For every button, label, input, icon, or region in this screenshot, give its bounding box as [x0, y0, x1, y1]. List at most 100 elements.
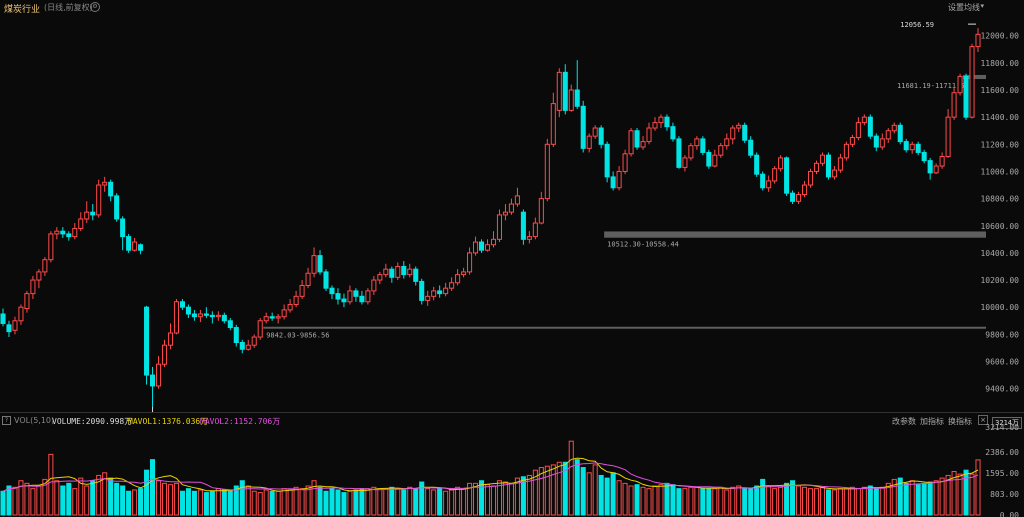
volume-bar-up [682, 488, 688, 516]
volume-bar-up [377, 488, 383, 516]
volume-bar-down [401, 489, 407, 516]
candle-up [293, 295, 299, 305]
y-axis-tick-label: 10200.00 [980, 276, 1019, 285]
candle-down [191, 313, 197, 318]
candle-up [843, 143, 849, 159]
volume-bar-up [640, 486, 646, 516]
volume-bar-down [634, 484, 640, 516]
volume-bar-up [532, 469, 538, 516]
candle-down [233, 327, 239, 343]
add-indicator-button[interactable]: 加指标 [920, 417, 944, 426]
settings-icon[interactable]: ⚙ [90, 2, 100, 12]
candle-up [586, 135, 592, 149]
candle-up [538, 198, 544, 224]
candle-down [790, 192, 796, 202]
volume-bar-up [879, 486, 885, 516]
candle-down [784, 157, 790, 194]
volume-bar-down [963, 469, 969, 516]
candle-down [437, 290, 443, 295]
volume-bar-down [562, 461, 568, 516]
volume-bar-down [120, 485, 126, 516]
volume-bar-up [365, 488, 371, 516]
candle-up [467, 252, 473, 273]
volume-bar-down [269, 490, 275, 516]
volume-bar-up [275, 490, 281, 516]
volume-bar-up [245, 485, 251, 516]
candle-down [185, 306, 191, 315]
volume-bar-down [664, 482, 670, 516]
candle-up [484, 244, 491, 251]
volume-bar-down [203, 492, 209, 516]
candle-down [634, 130, 640, 148]
y-axis-tick-label: 9400.00 [985, 385, 1019, 394]
price-zone-band [604, 231, 986, 238]
candle-down [108, 181, 114, 197]
volume-bar-down [520, 476, 526, 516]
volume-bar-down [317, 486, 323, 516]
candle-down [90, 211, 96, 216]
candle-up [724, 138, 730, 147]
volume-value: VOLUME:2090.998万 [52, 417, 133, 426]
volume-bar-down [478, 480, 485, 516]
volume-bar-down [915, 484, 921, 516]
pane-divider[interactable] [0, 412, 1024, 413]
candle-up [736, 124, 742, 129]
candle-up [443, 287, 449, 295]
volume-axis-tick-label: 1595.00 [985, 469, 1019, 478]
candle-down [0, 313, 6, 324]
volume-bar-up [568, 440, 574, 516]
candle-up [688, 145, 694, 159]
volume-bar-up [831, 489, 837, 516]
candle-down [150, 374, 156, 387]
volume-bar-up [730, 486, 736, 516]
switch-indicator-button[interactable]: 换指标 [948, 417, 972, 426]
volume-bar-up [819, 486, 826, 516]
candle-up [694, 138, 700, 147]
change-params-button[interactable]: 改参数 [892, 417, 916, 426]
candle-up [473, 241, 479, 254]
candle-up [155, 363, 162, 387]
candle-up [550, 103, 556, 145]
candle-up [449, 282, 455, 289]
candle-down [114, 195, 120, 220]
volume-bar-down [598, 474, 604, 516]
y-axis-tick-label: 11800.00 [980, 59, 1019, 68]
candle-down [670, 126, 676, 140]
candle-down [963, 75, 969, 118]
candle-down [574, 89, 580, 107]
candle-down [921, 151, 927, 162]
volume-bar-down [90, 480, 96, 516]
volume-chart[interactable]: 2386.00 1595.00 803.00 0.00 3214.00 [0, 414, 1024, 517]
volume-bar-up [646, 488, 652, 516]
volume-bar-down [784, 482, 790, 516]
volume-bar-down [329, 488, 335, 516]
candle-up [819, 154, 826, 164]
candle-down [754, 154, 760, 175]
candle-down [825, 154, 831, 178]
volume-bar-up [772, 488, 778, 516]
volume-bar-up [957, 473, 963, 516]
candle-up [42, 259, 48, 273]
candle-up [526, 236, 532, 240]
volume-bar-up [652, 485, 658, 516]
volume-max-label: 3214万 [992, 417, 1022, 429]
candle-up [718, 145, 724, 156]
candle-down [6, 324, 12, 333]
close-icon[interactable]: × [978, 415, 988, 425]
candle-up [461, 271, 467, 276]
candlestick-chart[interactable]: 12000.00 11800.00 11600.00 11400.00 11200.00… [0, 14, 1024, 412]
volume-bar-down [927, 481, 933, 516]
candle-down [329, 287, 335, 295]
y-axis-tick-label: 12000.00 [980, 32, 1019, 41]
y-axis-tick-label: 9800.00 [985, 330, 1019, 339]
help-icon[interactable]: ? [2, 416, 11, 425]
volume-bar-up [975, 459, 981, 516]
candle-down [915, 143, 921, 153]
chevron-down-icon[interactable]: ▾ [980, 2, 984, 10]
ma-settings-button[interactable]: 设置均线 [948, 3, 980, 12]
candle-up [616, 170, 622, 189]
candle-down [203, 313, 209, 316]
volume-bar-up [455, 486, 461, 516]
volume-header: ? VOL(5,10) VOLUME:2090.998万 MAVOL1:1376… [0, 414, 1024, 429]
volume-bar-down [419, 481, 425, 516]
